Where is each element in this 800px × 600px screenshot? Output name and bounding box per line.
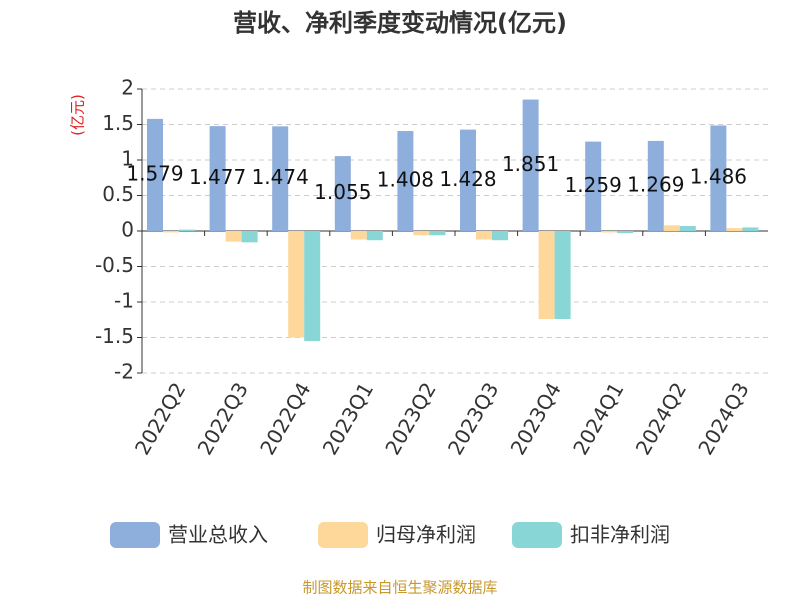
bar bbox=[476, 231, 492, 240]
legend-swatch bbox=[318, 522, 368, 548]
y-tick-label: 1 bbox=[121, 147, 134, 171]
source-note: 制图数据来自恒生聚源数据库 bbox=[302, 579, 497, 597]
bar bbox=[350, 231, 367, 240]
y-tick-label: -0.5 bbox=[95, 253, 134, 277]
data-label: 1.259 bbox=[565, 173, 622, 197]
bar bbox=[538, 231, 555, 320]
x-tick-label: 2022Q2 bbox=[130, 378, 190, 459]
bar bbox=[742, 227, 759, 231]
chart-title: 营收、净利季度变动情况(亿元) bbox=[233, 9, 567, 37]
bar bbox=[366, 231, 383, 241]
x-tick-label: 2023Q2 bbox=[380, 378, 440, 459]
data-label: 1.477 bbox=[189, 165, 246, 189]
x-tick-label: 2024Q1 bbox=[568, 378, 628, 459]
bar bbox=[492, 231, 508, 241]
y-tick-label: 0 bbox=[121, 218, 134, 242]
legend-label: 营业总收入 bbox=[168, 523, 268, 547]
bar bbox=[304, 231, 321, 342]
bar bbox=[272, 126, 289, 231]
bar bbox=[163, 231, 179, 233]
bar bbox=[585, 141, 602, 231]
bar bbox=[726, 228, 743, 231]
legend-swatch bbox=[110, 522, 160, 548]
bar bbox=[601, 231, 618, 233]
data-label: 1.851 bbox=[502, 152, 559, 176]
legend-label: 扣非净利润 bbox=[570, 523, 670, 547]
bar bbox=[429, 231, 446, 236]
y-tick-label: 1.5 bbox=[102, 111, 134, 135]
data-label: 1.474 bbox=[252, 165, 309, 189]
data-label: 1.408 bbox=[377, 168, 434, 192]
y-tick-label: 2 bbox=[121, 76, 134, 100]
bar bbox=[554, 231, 571, 320]
bar bbox=[647, 140, 664, 231]
data-label: 1.055 bbox=[314, 180, 371, 204]
bar bbox=[617, 231, 634, 234]
y-tick-label: 0.5 bbox=[102, 182, 134, 206]
legend-swatch bbox=[512, 522, 562, 548]
y-tick-label: -1 bbox=[114, 289, 134, 313]
bar bbox=[225, 231, 242, 242]
bar bbox=[679, 226, 696, 231]
x-tick-label: 2023Q4 bbox=[506, 378, 566, 459]
bar bbox=[179, 229, 195, 231]
x-tick-label: 2024Q2 bbox=[631, 378, 691, 459]
x-tick-label: 2022Q3 bbox=[193, 378, 253, 459]
bar bbox=[209, 126, 226, 231]
data-label: 1.579 bbox=[126, 161, 183, 185]
bar bbox=[460, 129, 476, 231]
bar bbox=[334, 156, 351, 231]
x-tick-label: 2023Q3 bbox=[443, 378, 503, 459]
bar bbox=[522, 99, 539, 231]
y-axis-label: (亿元) bbox=[69, 94, 87, 136]
x-tick-label: 2023Q1 bbox=[318, 378, 378, 459]
x-tick-label: 2024Q3 bbox=[693, 378, 753, 459]
y-tick-label: -1.5 bbox=[95, 324, 134, 348]
x-tick-label: 2022Q4 bbox=[255, 378, 315, 459]
data-label: 1.269 bbox=[627, 172, 684, 196]
bar bbox=[147, 118, 163, 231]
bar bbox=[241, 231, 258, 243]
bar bbox=[288, 231, 305, 338]
data-label: 1.428 bbox=[439, 167, 496, 191]
bar bbox=[397, 131, 414, 231]
y-tick-label: -2 bbox=[114, 360, 134, 384]
bar bbox=[413, 231, 430, 236]
legend-label: 归母净利润 bbox=[376, 523, 476, 547]
bar bbox=[710, 125, 727, 231]
bar bbox=[663, 225, 680, 231]
data-label: 1.486 bbox=[690, 165, 747, 189]
